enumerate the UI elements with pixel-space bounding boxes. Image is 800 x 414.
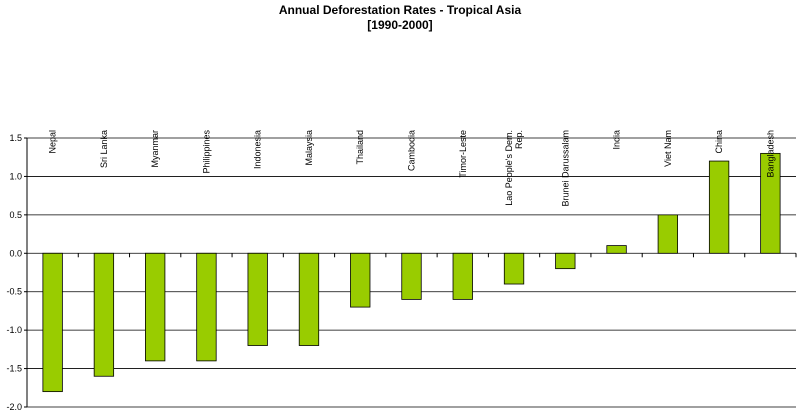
bar xyxy=(93,252,115,377)
y-tick-label: 0.5 xyxy=(9,210,22,220)
category-label-line: Myanmar xyxy=(150,130,160,168)
bar xyxy=(350,252,371,308)
category-label: Malaysia xyxy=(304,130,314,166)
category-label-line: Viet Nam xyxy=(663,130,673,167)
category-label-line: Sri Lanka xyxy=(99,130,109,168)
category-label: Bangladesh xyxy=(765,130,775,178)
category-label-line: Brunei Darussalam xyxy=(560,130,570,207)
bar xyxy=(708,160,730,254)
y-tick-label: 1.0 xyxy=(9,171,22,181)
category-label: Myanmar xyxy=(150,130,160,168)
category-label-line: Rep. xyxy=(514,130,524,149)
y-tick-label: 1.5 xyxy=(9,133,22,143)
category-label: Viet Nam xyxy=(663,130,673,167)
y-tick-label: 0.0 xyxy=(9,248,22,258)
category-labels: Nepal Sri Lanka Myanmar Philippines Indonesi… xyxy=(48,130,776,207)
bar xyxy=(657,214,678,254)
bar xyxy=(452,252,473,300)
category-label-line: Nepal xyxy=(48,130,58,154)
category-label-line: China xyxy=(714,130,724,154)
bars xyxy=(42,152,781,393)
category-label-line: Philippines xyxy=(201,130,211,174)
category-label: Thailand xyxy=(355,130,365,165)
bar xyxy=(196,252,217,362)
y-tick-labels: 1.5 1.0 0.5 0.0 -0.5 -1.0 -1.5 -2.0 xyxy=(6,133,22,412)
category-label: India xyxy=(612,130,622,150)
bar xyxy=(247,252,268,346)
category-label-line: India xyxy=(612,130,622,150)
category-label: Lao People's Dem.Rep. xyxy=(504,130,524,206)
y-tick-label: -0.5 xyxy=(6,287,22,297)
category-label: Brunei Darussalam xyxy=(560,130,570,207)
category-label-line: Timor-Leste xyxy=(458,130,468,178)
category-label-line: Indonesia xyxy=(253,130,263,169)
axes xyxy=(24,137,797,408)
category-label: China xyxy=(714,130,724,154)
category-label-line: Cambodia xyxy=(407,130,417,171)
y-tick-label: -1.0 xyxy=(6,325,22,335)
bar xyxy=(42,252,63,393)
bar xyxy=(606,245,627,254)
bar xyxy=(503,252,525,285)
chart-subtitle: [1990-2000] xyxy=(367,18,432,32)
category-label: Nepal xyxy=(48,130,58,154)
category-label-line: Lao People's Dem. xyxy=(504,130,514,206)
category-label: Sri Lanka xyxy=(99,130,109,168)
category-label-line: Thailand xyxy=(355,130,365,165)
category-label: Cambodia xyxy=(407,130,417,171)
chart-title: Annual Deforestation Rates - Tropical As… xyxy=(279,3,522,17)
bar xyxy=(401,252,422,300)
category-label-line: Bangladesh xyxy=(765,130,775,178)
y-tick-label: -2.0 xyxy=(6,402,22,412)
y-tick-label: -1.5 xyxy=(6,364,22,374)
bar xyxy=(760,152,781,254)
category-label: Indonesia xyxy=(253,130,263,169)
category-label-line: Malaysia xyxy=(304,130,314,166)
bar xyxy=(555,252,576,270)
bar xyxy=(298,252,320,346)
category-label: Timor-Leste xyxy=(458,130,468,178)
bar xyxy=(145,252,166,362)
category-label: Philippines xyxy=(201,130,211,174)
